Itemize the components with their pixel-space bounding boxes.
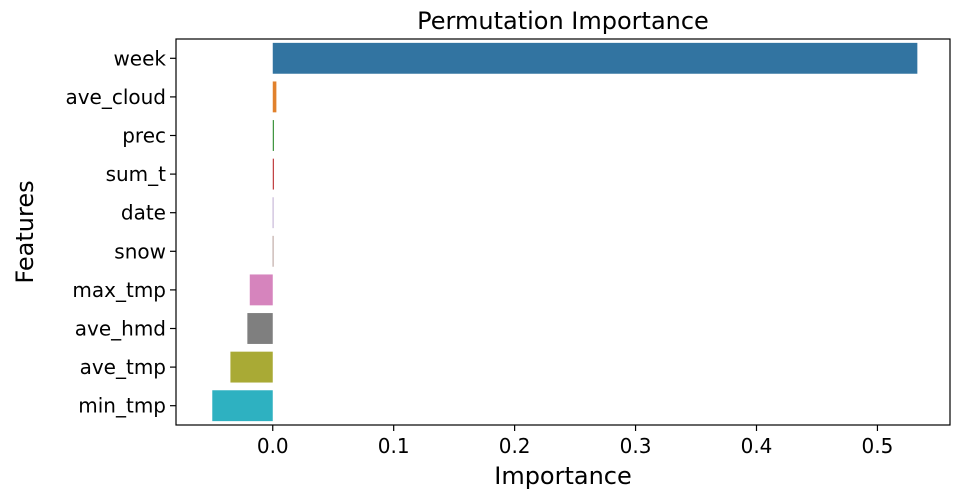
y-tick-label: ave_tmp	[80, 355, 166, 379]
bar-min-tmp	[212, 390, 273, 422]
x-axis-ticks: 0.0 0.1 0.2 0.3 0.4 0.5	[257, 425, 894, 458]
y-axis-label: Features	[11, 180, 39, 283]
x-axis-label: Importance	[494, 462, 632, 490]
y-tick-label: max_tmp	[72, 278, 166, 302]
bar-date	[272, 197, 274, 229]
y-tick-label: sum_t	[106, 162, 167, 186]
chart-title: Permutation Importance	[417, 7, 709, 35]
x-tick-label: 0.0	[257, 434, 289, 458]
plot-frame	[175, 38, 951, 426]
bar-sum-t	[272, 158, 274, 190]
x-tick-label: 0.1	[378, 434, 410, 458]
bar-ave-hmd	[247, 313, 273, 344]
y-tick-label: ave_hmd	[75, 317, 166, 341]
bar-prec	[272, 120, 274, 151]
bar-ave-cloud	[272, 81, 277, 113]
y-tick-label: week	[113, 46, 166, 70]
y-tick-label: snow	[114, 239, 166, 263]
bar-week	[272, 42, 918, 74]
y-tick-label: min_tmp	[78, 394, 166, 418]
bar-ave-tmp	[230, 351, 273, 383]
x-tick-label: 0.5	[862, 434, 894, 458]
x-tick-label: 0.4	[741, 434, 773, 458]
y-tick-label: date	[121, 201, 166, 225]
x-tick-label: 0.2	[499, 434, 531, 458]
bar-snow	[272, 235, 274, 267]
bar-max-tmp	[249, 274, 273, 306]
y-tick-label: prec	[122, 124, 166, 148]
bars-layer	[212, 42, 918, 422]
y-tick-label: ave_cloud	[65, 85, 166, 109]
x-tick-label: 0.3	[620, 434, 652, 458]
